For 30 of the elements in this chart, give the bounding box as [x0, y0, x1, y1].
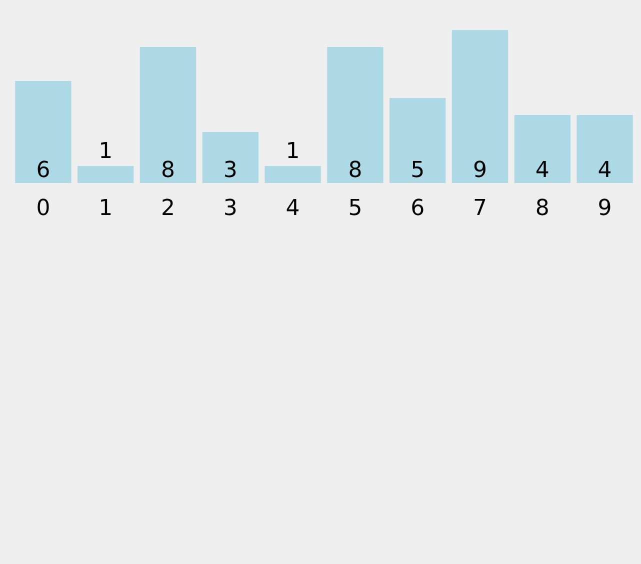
data-label: 6 [36, 158, 50, 183]
data-label: 9 [473, 158, 487, 183]
data-label: 8 [348, 158, 362, 183]
bar [140, 47, 196, 183]
bar [576, 115, 633, 183]
data-label: 4 [598, 158, 612, 183]
data-label: 3 [223, 158, 238, 183]
x-tick-label: 7 [473, 196, 487, 221]
x-tick-label: 2 [161, 196, 175, 221]
bar [15, 81, 72, 183]
bar [452, 30, 508, 183]
x-tick-label: 3 [223, 196, 238, 221]
data-label: 1 [286, 139, 300, 164]
data-label: 5 [410, 158, 425, 183]
data-label: 4 [535, 158, 550, 183]
bar [202, 132, 258, 183]
x-tick-label: 8 [535, 196, 550, 221]
x-tick-label: 0 [36, 196, 50, 221]
bar [390, 98, 446, 183]
x-tick-label: 4 [286, 196, 300, 221]
data-label: 8 [161, 158, 175, 183]
x-tick-label: 1 [98, 196, 113, 221]
data-label: 1 [98, 139, 113, 164]
x-tick-label: 5 [348, 196, 362, 221]
bar [327, 47, 384, 183]
x-tick-label: 9 [598, 196, 612, 221]
bar [514, 115, 570, 183]
bar [264, 166, 321, 183]
x-tick-label: 6 [410, 196, 425, 221]
bar [78, 166, 134, 183]
